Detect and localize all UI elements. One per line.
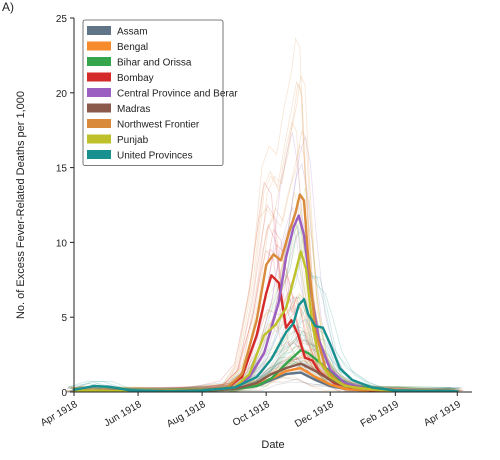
legend-swatch — [87, 103, 111, 113]
legend-swatch — [87, 72, 111, 82]
x-tick-label: Feb 1919 — [359, 399, 401, 430]
legend-swatch — [87, 41, 111, 51]
district-line — [76, 228, 460, 393]
y-ticks: 0 5 10 15 20 25 — [56, 14, 74, 399]
y-tick-label: 15 — [56, 164, 68, 175]
x-tick-label: Dec 1918 — [293, 399, 336, 430]
x-ticks: Apr 1918 Jun 1918 Aug 1918 Oct 1918 Dec 1918… — [39, 392, 463, 430]
legend-label: Madras — [117, 104, 150, 115]
legend-label: Bihar and Orissa — [117, 58, 192, 69]
legend-swatch — [87, 26, 111, 35]
district-line — [78, 338, 462, 393]
district-line — [76, 226, 460, 393]
x-tick-label: Apr 1918 — [39, 399, 80, 429]
y-tick-label: 5 — [61, 313, 67, 324]
legend-swatch — [87, 150, 111, 159]
x-tick-label: Jun 1918 — [102, 399, 144, 429]
x-tick-label: Oct 1918 — [231, 399, 272, 429]
legend-label: United Provinces — [117, 151, 193, 162]
district-line — [70, 80, 455, 393]
series-line-united-provinces — [72, 298, 459, 393]
x-tick-label: Apr 1919 — [422, 399, 463, 429]
district-line — [75, 245, 460, 393]
panel-label: A) — [2, 0, 14, 14]
legend-swatch — [87, 88, 111, 97]
legend-label: Bengal — [117, 42, 148, 53]
x-axis-title: Date — [261, 439, 284, 451]
legend-swatch — [87, 57, 111, 66]
legend: Assam Bengal Bihar and Orissa Bombay Central… — [82, 19, 238, 166]
y-axis-title: No. of Excess Fever-Related Deaths per 1… — [15, 91, 27, 319]
legend-label: Central Province and Berar — [117, 89, 238, 100]
legend-swatch — [87, 119, 111, 128]
legend-swatch — [87, 134, 111, 144]
y-tick-label: 0 — [61, 388, 67, 399]
legend-label: Northwest Frontier — [117, 120, 200, 131]
series-lines — [72, 193, 459, 393]
legend-box — [82, 19, 224, 166]
x-tick-label: Aug 1918 — [165, 399, 208, 430]
district-line — [78, 187, 462, 393]
y-tick-label: 25 — [56, 14, 68, 25]
district-line — [71, 83, 456, 392]
legend-label: Punjab — [117, 135, 149, 146]
y-tick-label: 20 — [56, 89, 68, 100]
legend-label: Bombay — [117, 73, 154, 84]
legend-label: Assam — [117, 27, 148, 38]
district-line — [75, 74, 459, 393]
district-line — [80, 136, 464, 393]
y-tick-label: 10 — [56, 238, 68, 249]
